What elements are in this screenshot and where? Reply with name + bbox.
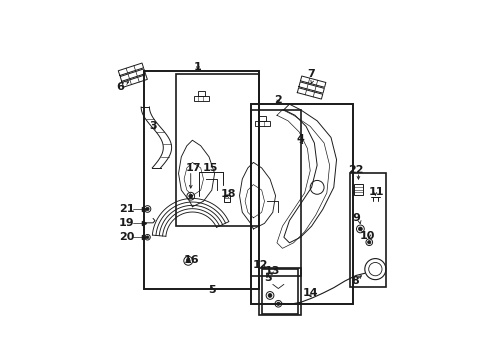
- Text: 10: 10: [359, 231, 374, 241]
- Text: 5: 5: [207, 285, 215, 296]
- Bar: [224, 194, 230, 202]
- Circle shape: [276, 302, 280, 305]
- Text: 16: 16: [183, 255, 199, 265]
- Text: 17: 17: [185, 163, 201, 174]
- Circle shape: [358, 227, 362, 231]
- Text: 15: 15: [203, 163, 218, 174]
- Text: 20: 20: [119, 232, 134, 242]
- Text: 14: 14: [302, 288, 317, 298]
- Bar: [261, 269, 297, 314]
- Circle shape: [367, 240, 370, 244]
- Text: 21: 21: [119, 204, 134, 214]
- Text: 1: 1: [194, 62, 202, 72]
- Bar: [250, 104, 352, 304]
- Text: 13: 13: [264, 266, 279, 276]
- Text: 7: 7: [307, 69, 315, 79]
- Text: 18: 18: [220, 189, 236, 199]
- Text: 19: 19: [119, 218, 134, 228]
- Text: 8: 8: [350, 276, 358, 286]
- Circle shape: [188, 194, 192, 198]
- Bar: [198, 91, 204, 96]
- Bar: [143, 71, 259, 288]
- Text: 5: 5: [264, 273, 272, 283]
- Bar: [259, 268, 300, 315]
- Bar: [259, 116, 265, 121]
- Bar: [175, 74, 259, 226]
- Bar: [250, 110, 300, 276]
- Bar: [254, 121, 269, 126]
- Circle shape: [146, 236, 148, 239]
- Text: 22: 22: [347, 165, 363, 175]
- Bar: [354, 184, 362, 195]
- Bar: [193, 96, 208, 102]
- Bar: [350, 174, 386, 287]
- Text: 3: 3: [149, 121, 157, 131]
- Circle shape: [186, 259, 190, 263]
- Text: 11: 11: [368, 187, 384, 197]
- Text: 2: 2: [274, 95, 282, 105]
- Circle shape: [145, 207, 149, 211]
- Text: 12: 12: [252, 260, 268, 270]
- Text: 9: 9: [352, 213, 360, 224]
- Text: 6: 6: [116, 82, 124, 92]
- Text: 4: 4: [296, 134, 304, 144]
- Circle shape: [267, 293, 271, 297]
